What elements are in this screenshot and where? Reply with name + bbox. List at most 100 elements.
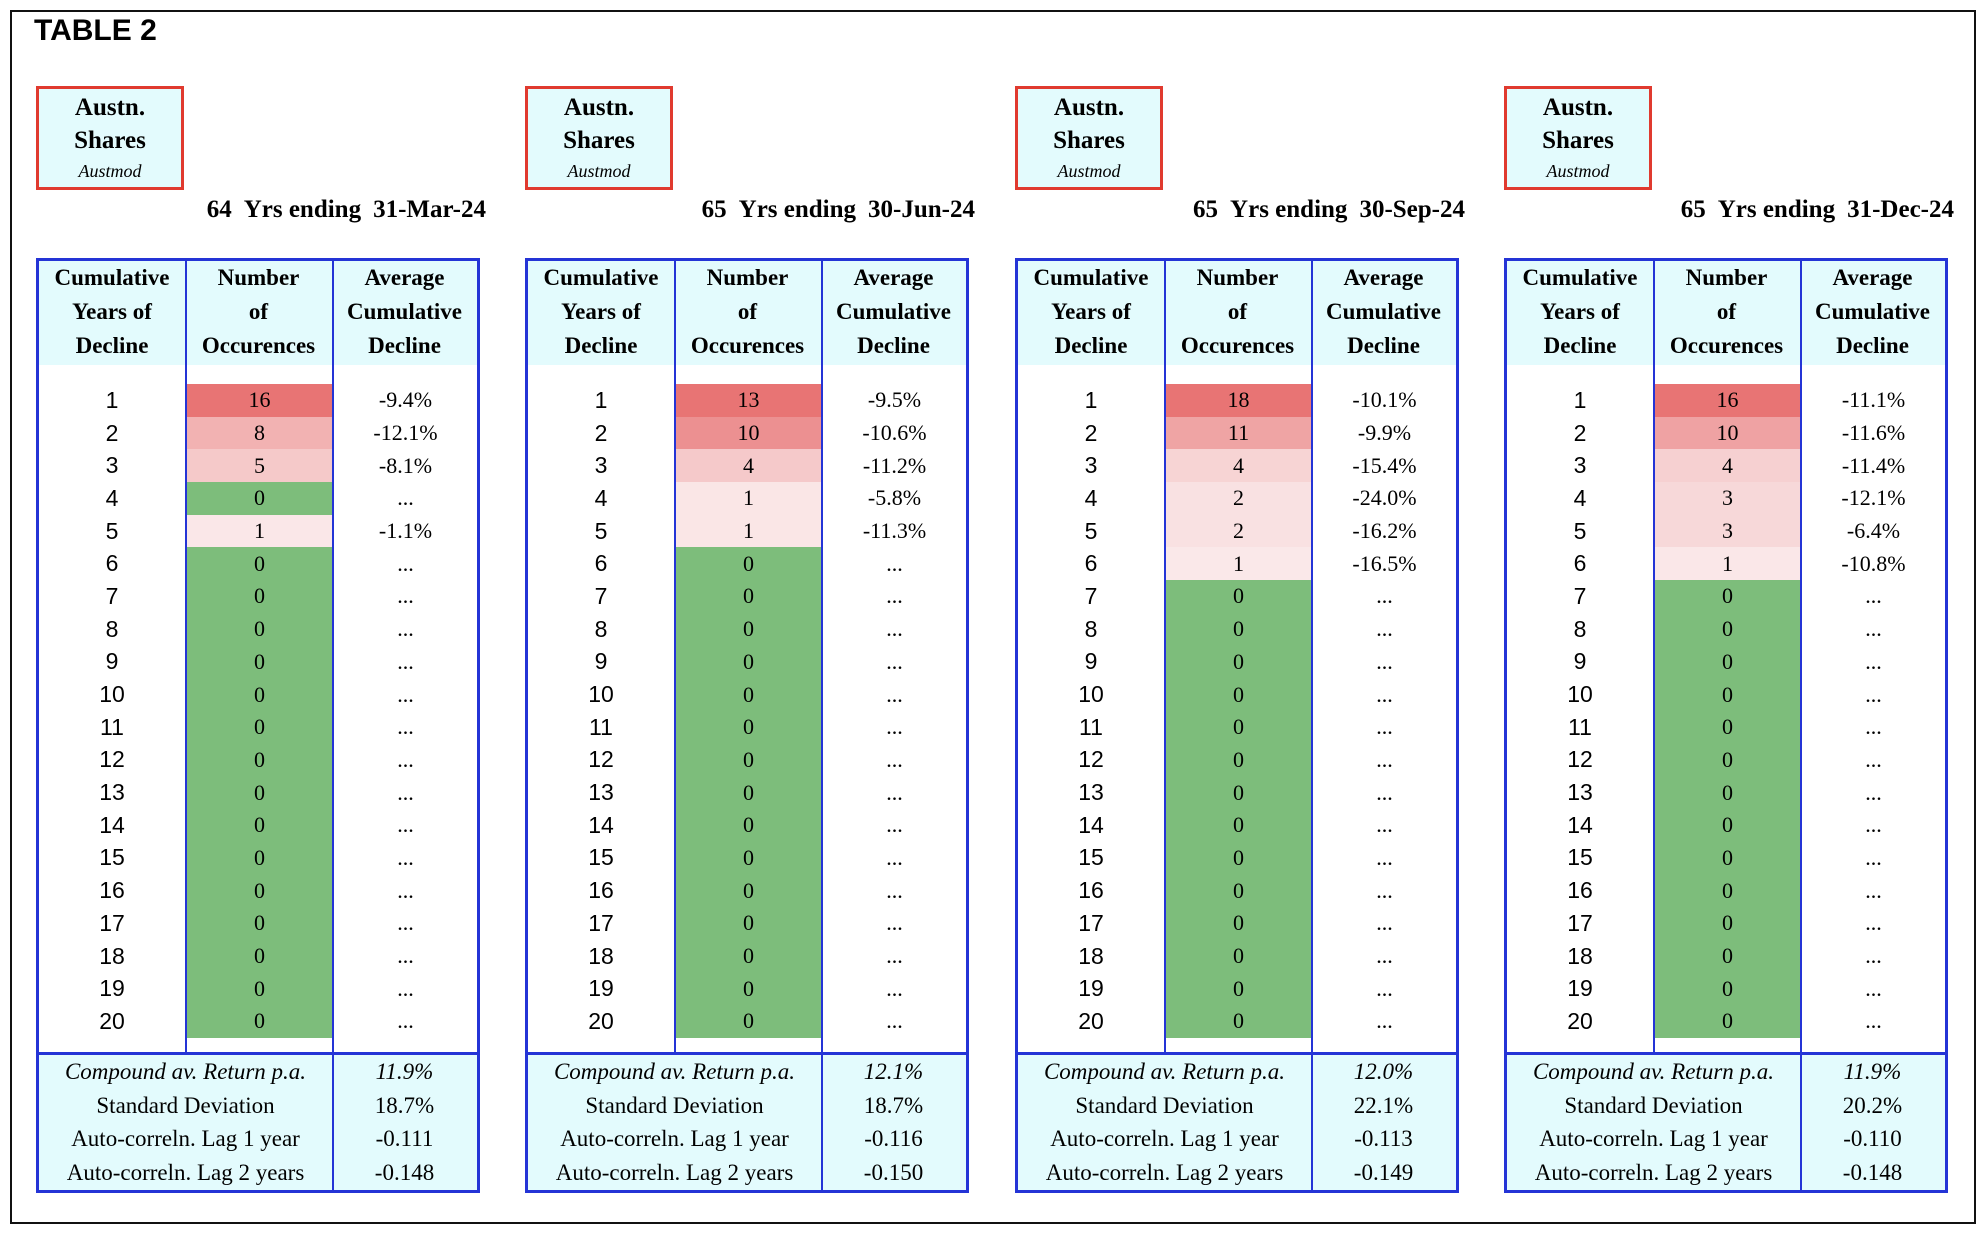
summary-label: Auto-correln. Lag 1 year (1050, 1126, 1279, 1152)
average-decline-cell: ... (1865, 812, 1882, 838)
summary-label: Auto-correln. Lag 1 year (71, 1126, 300, 1152)
table-row: 2 11 -9.9% (1018, 416, 1456, 450)
table-row: 1 16 -11.1% (1507, 384, 1945, 417)
summary-label: Auto-correln. Lag 1 year (560, 1126, 789, 1152)
header-cumulative-years: Cumulative Years of Decline (39, 261, 185, 365)
average-decline-cell: ... (1376, 844, 1393, 870)
table-row: 12 0... (1507, 743, 1945, 777)
average-decline-cell: ... (397, 812, 414, 838)
years-of-decline-cell: 1 (1084, 386, 1098, 413)
years-of-decline-cell: 11 (1568, 713, 1592, 740)
table-body: 1 18 -10.1% 2 11 -9.9% 3 4 -15.4% 4 2 -24.0% 5 2 -16.2… (1018, 384, 1456, 1038)
occurences-cell: 0 (1166, 743, 1311, 777)
average-decline-cell: -9.5% (867, 387, 922, 413)
years-of-decline-cell: 16 (1078, 877, 1104, 904)
table-row: 17 0... (1507, 907, 1945, 940)
header-line: Average (1343, 265, 1424, 290)
years-of-decline-cell: 6 (594, 550, 608, 577)
table-row: 13 0... (1507, 776, 1945, 809)
occurences-cell: 0 (1166, 1005, 1311, 1038)
logo-subtitle: Austmod (567, 161, 631, 181)
years-of-decline-cell: 12 (99, 746, 125, 773)
occurences-cell: 0 (676, 874, 821, 907)
occurences-cell: 11 (1166, 416, 1311, 450)
table-header: Cumulative Years of Decline Number of Occuren… (1507, 261, 1945, 365)
yrs-ending-label: Yrs ending (243, 196, 362, 223)
logo-line-2: Shares (563, 127, 635, 154)
years-of-decline-cell: 4 (594, 484, 608, 511)
years-of-decline-cell: 20 (1078, 1007, 1104, 1034)
header-number-occurences: Number of Occurences (1653, 261, 1800, 365)
average-decline-cell: ... (1865, 681, 1882, 707)
summary-value: 11.9% (1843, 1058, 1902, 1084)
decline-table: Cumulative Years of Decline Number of Occuren… (36, 258, 480, 1193)
austmod-logo-box: Austn. Shares Austmod (1504, 86, 1652, 190)
header-line: of (737, 299, 758, 324)
occurences-cell: 0 (676, 710, 821, 744)
years-of-decline-cell: 9 (105, 648, 119, 675)
summary-stats: Compound av. Return p.a. 12.1% Standard De… (528, 1052, 966, 1190)
occurences-cell: 1 (187, 514, 332, 548)
table-row: 3 4 -11.2% (528, 449, 966, 483)
summary-label: Auto-correln. Lag 2 years (1045, 1159, 1284, 1185)
summary-label: Standard Deviation (96, 1092, 275, 1118)
occurences-cell: 1 (1166, 547, 1311, 581)
years-of-decline-cell: 8 (1084, 615, 1098, 642)
table-row: 5 1 -11.3% (528, 514, 966, 548)
autocorrelation-lag1-row: Auto-correln. Lag 1 year -0.113 (1018, 1122, 1456, 1156)
header-line: of (1716, 299, 1737, 324)
occurences-cell: 0 (676, 612, 821, 646)
average-decline-cell: ... (886, 681, 903, 707)
logo-line-2: Shares (1053, 127, 1125, 154)
summary-stats: Compound av. Return p.a. 11.9% Standard De… (1507, 1052, 1945, 1190)
years-of-decline-cell: 17 (1078, 909, 1104, 936)
decline-table: Cumulative Years of Decline Number of Occuren… (1015, 258, 1459, 1193)
years-of-decline-cell: 10 (99, 681, 125, 708)
table-row: 4 3 -12.1% (1507, 482, 1945, 515)
years-of-decline-cell: 13 (588, 779, 614, 806)
table-row: 8 0... (528, 612, 966, 646)
austmod-logo-box: Austn. Shares Austmod (525, 86, 673, 190)
average-decline-cell: ... (1376, 583, 1393, 609)
table-row: 7 0... (1018, 580, 1456, 613)
years-of-decline-cell: 3 (594, 452, 608, 479)
occurences-cell: 0 (1655, 710, 1800, 744)
average-decline-cell: ... (1376, 975, 1393, 1001)
average-decline-cell: ... (1865, 844, 1882, 870)
occurences-cell: 1 (676, 482, 821, 515)
table-row: 18 0... (1507, 939, 1945, 973)
table-row: 14 0... (528, 808, 966, 842)
logo-subtitle: Austmod (1546, 161, 1610, 181)
column-divider (821, 1055, 823, 1190)
years-of-decline-cell: 14 (99, 811, 125, 838)
summary-label: Compound av. Return p.a. (553, 1058, 796, 1084)
austmod-logo-box: Austn. Shares Austmod (36, 86, 184, 190)
table-row: 6 1 -10.8% (1507, 547, 1945, 581)
summary-value: -0.116 (864, 1126, 923, 1152)
occurences-cell: 18 (1166, 384, 1311, 417)
header-line: Years of (72, 299, 152, 324)
average-decline-cell: ... (886, 1008, 903, 1034)
table-row: 19 0... (1018, 972, 1456, 1006)
summary-value: -0.150 (863, 1159, 924, 1185)
occurences-cell: 0 (676, 808, 821, 842)
occurences-cell: 8 (187, 416, 332, 450)
occurences-cell: 0 (1166, 678, 1311, 711)
years-of-decline-cell: 16 (99, 877, 125, 904)
years-of-decline-cell: 2 (594, 419, 608, 446)
table-row: 2 10 -10.6% (528, 416, 966, 450)
years-of-decline-cell: 4 (1084, 484, 1098, 511)
occurences-cell: 16 (187, 384, 332, 417)
column-divider (1800, 1055, 1802, 1190)
years-of-decline-cell: 3 (105, 452, 119, 479)
occurences-cell: 0 (1166, 874, 1311, 907)
occurences-cell: 0 (676, 776, 821, 809)
average-decline-cell: -12.1% (1841, 485, 1906, 511)
header-line: Average (364, 265, 445, 290)
occurences-cell: 0 (187, 580, 332, 613)
table-row: 19 0... (1507, 972, 1945, 1006)
header-line: Cumulative (1326, 299, 1441, 324)
logo-line-2: Shares (1542, 127, 1614, 154)
table-row: 18 0... (1018, 939, 1456, 973)
occurences-cell: 0 (1655, 1005, 1800, 1038)
